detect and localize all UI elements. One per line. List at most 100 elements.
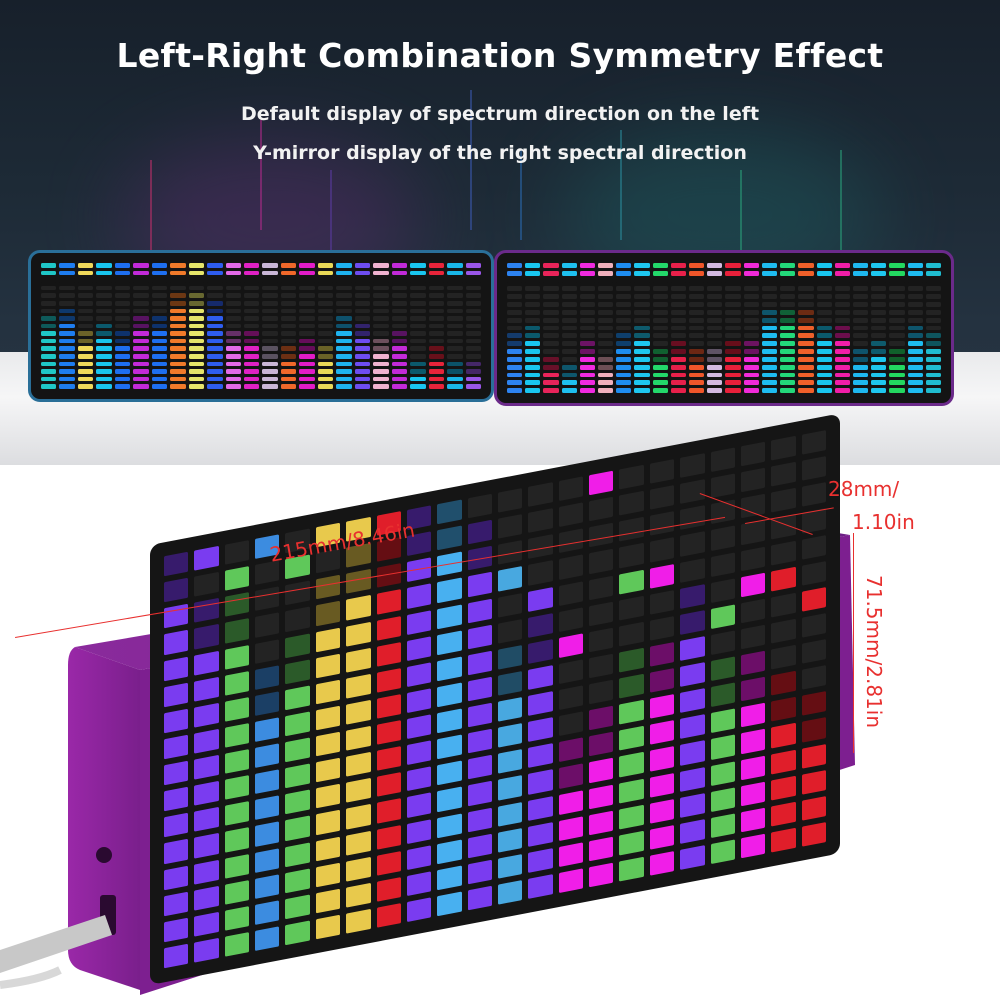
led-cell bbox=[207, 338, 223, 344]
led-cell bbox=[589, 601, 614, 626]
led-cell bbox=[255, 586, 280, 612]
led-cell bbox=[740, 572, 766, 598]
led-cell bbox=[619, 569, 644, 595]
led-cell bbox=[740, 702, 766, 728]
led-cell bbox=[725, 286, 741, 292]
led-cell bbox=[96, 369, 112, 374]
led-cell bbox=[497, 723, 523, 748]
led-cell bbox=[589, 836, 614, 862]
hero-section: Left-Right Combination Symmetry Effect D… bbox=[0, 0, 1000, 465]
led-cell bbox=[59, 346, 75, 352]
led-cell bbox=[467, 755, 492, 780]
led-cell bbox=[725, 325, 741, 331]
led-cell bbox=[41, 278, 57, 283]
led-cell bbox=[543, 341, 559, 347]
led-cell bbox=[771, 775, 796, 801]
led-cell bbox=[689, 356, 705, 362]
led-cell bbox=[391, 376, 408, 382]
led-cell bbox=[262, 376, 278, 382]
led-cell bbox=[133, 278, 149, 283]
led-cell bbox=[740, 807, 766, 833]
led-cell bbox=[59, 316, 75, 321]
led-cell bbox=[707, 309, 723, 315]
led-cell bbox=[616, 341, 632, 347]
led-cell bbox=[225, 308, 242, 314]
led-cell bbox=[670, 388, 687, 393]
led-cell bbox=[689, 263, 705, 268]
led-cell bbox=[907, 349, 923, 354]
led-cell bbox=[680, 557, 705, 583]
led-cell bbox=[871, 294, 887, 300]
led-cell bbox=[114, 369, 131, 374]
led-cell bbox=[616, 372, 632, 378]
led-cell bbox=[151, 369, 168, 374]
led-cell bbox=[133, 323, 149, 329]
led-cell bbox=[907, 278, 923, 284]
led-cell bbox=[834, 356, 850, 362]
led-cell bbox=[244, 323, 260, 329]
led-cell bbox=[164, 551, 189, 577]
led-cell bbox=[497, 487, 523, 513]
led-cell bbox=[816, 302, 832, 307]
led-cell bbox=[447, 323, 463, 329]
led-cell bbox=[543, 372, 559, 378]
led-cell bbox=[224, 879, 250, 905]
led-cell bbox=[354, 323, 371, 329]
led-cell bbox=[41, 376, 57, 382]
led-cell bbox=[740, 467, 766, 493]
led-cell bbox=[346, 908, 371, 934]
led-cell bbox=[336, 316, 352, 321]
led-cell bbox=[680, 845, 705, 870]
led-cell bbox=[244, 346, 260, 352]
led-cell bbox=[285, 580, 310, 606]
led-cell bbox=[834, 388, 850, 393]
led-cell bbox=[77, 293, 94, 298]
led-cell bbox=[889, 388, 905, 393]
led-cell bbox=[780, 364, 796, 370]
led-cell bbox=[299, 354, 315, 359]
led-cell bbox=[59, 263, 75, 268]
led-cell bbox=[871, 263, 887, 268]
led-cell bbox=[689, 302, 705, 307]
led-cell bbox=[889, 302, 905, 307]
led-cell bbox=[346, 647, 371, 673]
led-cell bbox=[346, 699, 371, 725]
led-cell bbox=[194, 650, 219, 676]
led-cell bbox=[317, 376, 334, 382]
led-cell bbox=[670, 270, 687, 276]
led-cell bbox=[428, 338, 445, 344]
led-cell bbox=[96, 263, 112, 268]
led-cell bbox=[114, 270, 131, 276]
led-cell bbox=[224, 722, 250, 748]
led-cell bbox=[579, 372, 596, 378]
led-cell bbox=[871, 356, 887, 362]
led-cell bbox=[743, 325, 759, 331]
led-cell bbox=[780, 278, 796, 284]
led-cell bbox=[391, 331, 408, 336]
led-cell bbox=[317, 369, 334, 374]
led-cell bbox=[680, 531, 705, 557]
led-cell bbox=[262, 316, 278, 321]
led-cell bbox=[467, 781, 492, 806]
led-cell bbox=[680, 609, 705, 635]
led-cell bbox=[889, 309, 905, 315]
led-cell bbox=[798, 380, 814, 386]
led-cell bbox=[315, 601, 341, 626]
led-cell bbox=[598, 349, 614, 354]
led-cell bbox=[59, 278, 75, 283]
led-cell bbox=[652, 309, 668, 315]
led-cell bbox=[579, 349, 596, 354]
led-cell bbox=[447, 316, 463, 321]
led-cell bbox=[114, 376, 131, 382]
led-cell bbox=[336, 278, 352, 283]
led-cell bbox=[447, 308, 463, 314]
led-cell bbox=[447, 384, 463, 389]
led-cell bbox=[299, 308, 315, 314]
led-cell bbox=[925, 317, 941, 323]
led-cell bbox=[725, 372, 741, 378]
led-cell bbox=[816, 263, 832, 268]
led-cell bbox=[151, 300, 168, 306]
led-cell bbox=[373, 369, 389, 374]
led-cell bbox=[428, 346, 445, 352]
led-cell bbox=[406, 583, 432, 609]
